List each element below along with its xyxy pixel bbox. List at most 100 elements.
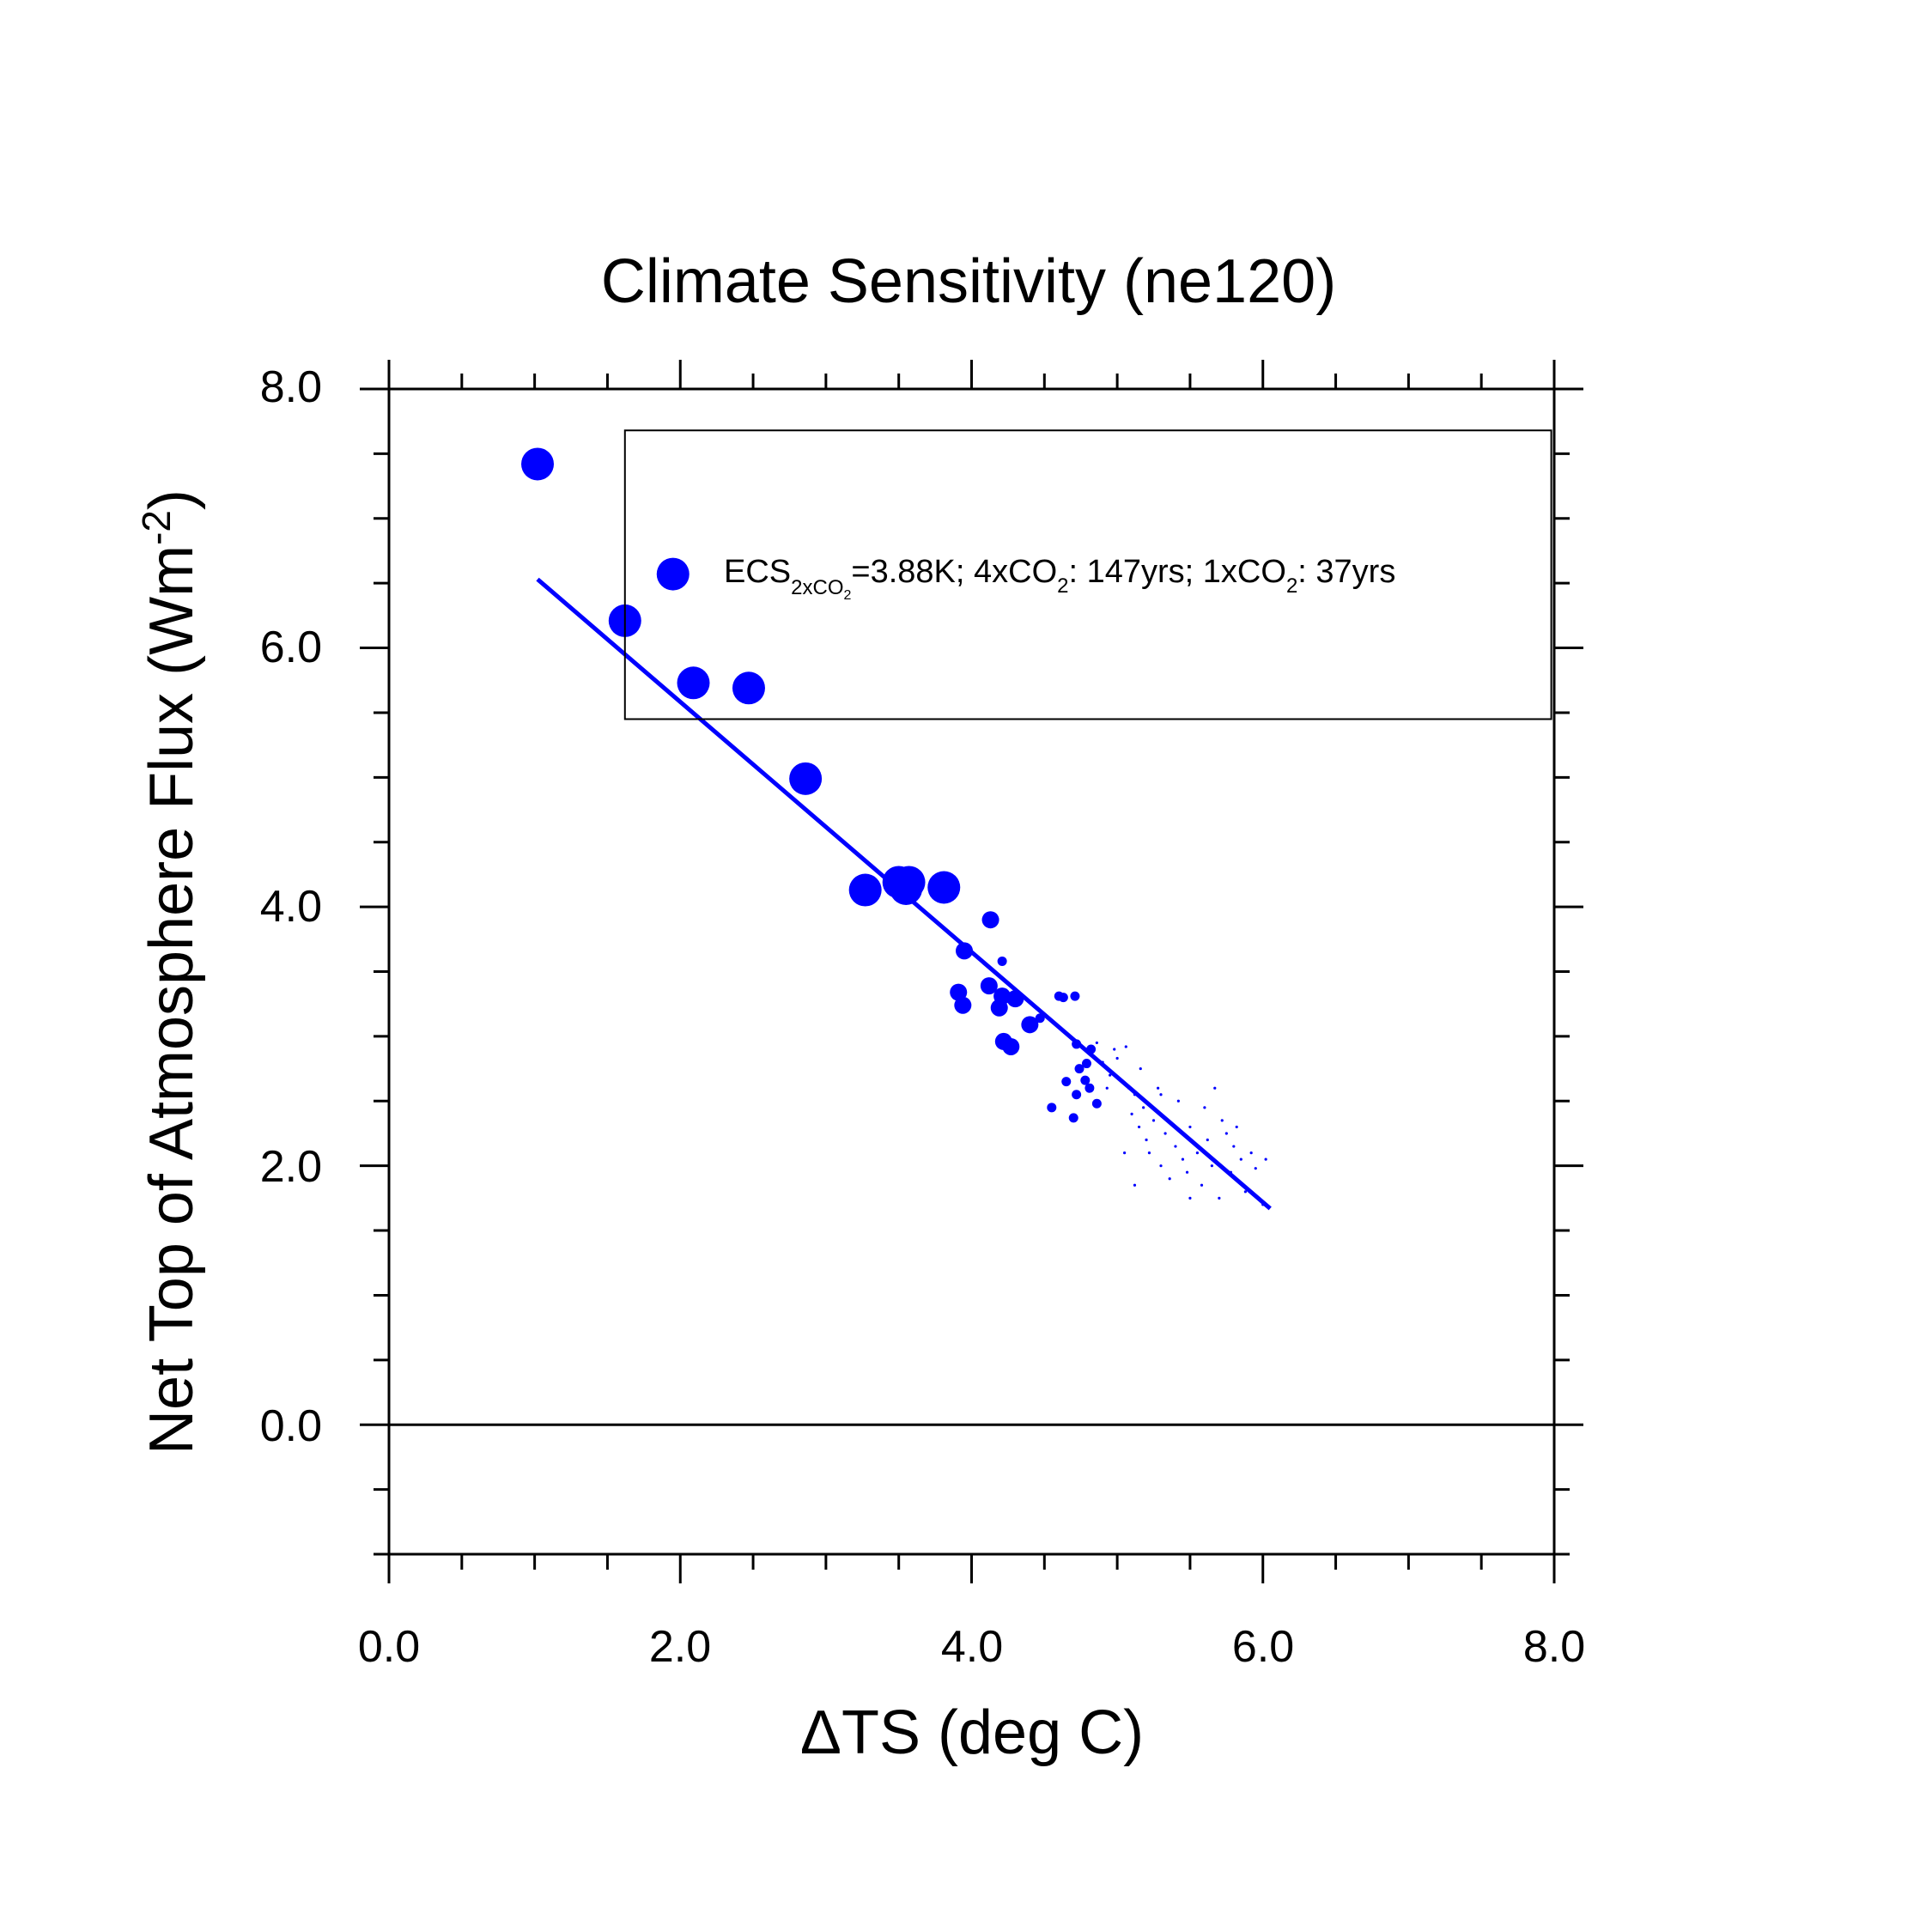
data-point-tiny	[1203, 1106, 1206, 1109]
data-point-small	[1072, 1039, 1082, 1049]
legend-marker	[656, 557, 690, 591]
legend-ecs: ECS	[724, 554, 791, 590]
data-point-tiny	[1133, 1093, 1137, 1097]
data-point-tiny	[1181, 1157, 1185, 1161]
data-point-tiny	[1159, 1093, 1163, 1097]
data-point-small	[1058, 993, 1068, 1003]
y-tick-label-8: 8.0	[260, 362, 322, 412]
data-point-tiny	[1139, 1066, 1142, 1071]
y-axis-title-text: Net Top of Atmosphere Flux (Wm	[137, 545, 206, 1455]
y-tick-label-0: 0.0	[260, 1401, 322, 1451]
data-point-tiny	[1145, 1138, 1148, 1142]
data-point-large	[890, 872, 923, 906]
data-point-tiny	[1133, 1183, 1137, 1187]
data-point-tiny	[1264, 1157, 1267, 1161]
legend-sub-2c: 2	[1286, 574, 1297, 598]
data-point-tiny	[1218, 1196, 1221, 1200]
data-point-tiny	[1224, 1132, 1228, 1135]
x-tick-label-6: 6.0	[1232, 1622, 1294, 1672]
data-point-small	[997, 956, 1007, 966]
legend-text: ECS2xCO2=3.88K; 4xCO2: 147yrs; 1xCO2: 37…	[724, 554, 1395, 603]
data-point-tiny	[1120, 1080, 1123, 1084]
data-point-tiny	[1210, 1164, 1213, 1168]
data-point-tiny	[1168, 1177, 1171, 1181]
data-point-medium	[1021, 1016, 1039, 1034]
data-point-large	[848, 873, 882, 907]
data-point-tiny	[1124, 1045, 1127, 1048]
data-point-tiny	[1220, 1119, 1224, 1122]
data-point-small	[1047, 1103, 1057, 1113]
data-point-large	[927, 871, 961, 904]
data-point-tiny	[1188, 1196, 1192, 1200]
data-point-tiny	[1130, 1112, 1133, 1115]
legend-ecs-value: =3.88K; 4xCO	[851, 554, 1057, 590]
legend-box	[623, 429, 1552, 720]
data-point-small	[1068, 1113, 1078, 1123]
data-point-tiny	[1229, 1170, 1233, 1174]
plot-area	[521, 447, 1272, 1211]
delta-symbol: Δ	[800, 1698, 841, 1767]
x-tick-label-4: 4.0	[941, 1622, 1003, 1672]
data-point-tiny	[1185, 1170, 1189, 1174]
y-tick-label-2: 2.0	[260, 1142, 322, 1192]
data-point-tiny	[1163, 1132, 1167, 1135]
data-point-tiny	[1109, 1073, 1112, 1077]
legend-4xco2-years: : 147yrs; 1xCO	[1069, 554, 1286, 590]
data-point-tiny	[1195, 1151, 1200, 1155]
legend-1xco2-years: : 37yrs	[1297, 554, 1395, 590]
data-point-tiny	[1239, 1157, 1242, 1161]
y-axis-title-close: )	[137, 489, 206, 510]
data-point-small	[1061, 1077, 1072, 1087]
data-point-large	[677, 666, 710, 700]
data-point-tiny	[1206, 1138, 1209, 1142]
data-point-medium	[956, 942, 974, 960]
data-point-tiny	[1105, 1086, 1109, 1090]
x-tick-label-8: 8.0	[1523, 1622, 1585, 1672]
data-point-small	[1082, 1059, 1092, 1069]
x-tick-label-2: 2.0	[649, 1622, 711, 1672]
data-point-tiny	[1249, 1151, 1253, 1155]
data-point-small	[1080, 1075, 1091, 1085]
data-point-large	[521, 447, 555, 481]
legend-sub-2b: 2	[1057, 574, 1068, 598]
data-point-small	[1070, 991, 1080, 1001]
data-point-tiny	[1123, 1151, 1127, 1155]
data-point-tiny	[1232, 1145, 1236, 1148]
data-point-tiny	[1200, 1183, 1204, 1187]
x-axis-title: ΔTS (deg C)	[800, 1698, 1144, 1767]
data-point-tiny	[1261, 1203, 1265, 1206]
data-point-tiny	[1176, 1099, 1180, 1103]
data-point-medium	[1006, 990, 1024, 1008]
data-point-tiny	[1159, 1164, 1163, 1168]
data-point-tiny	[1188, 1125, 1192, 1129]
data-point-medium	[950, 983, 968, 1001]
data-point-small	[1035, 1013, 1045, 1024]
data-point-small	[1091, 1098, 1102, 1109]
data-point-medium	[980, 977, 998, 995]
data-point-tiny	[1115, 1056, 1119, 1060]
x-tick-label-0: 0.0	[358, 1622, 420, 1672]
data-point-tiny	[1095, 1041, 1098, 1045]
data-point-tiny	[1101, 1060, 1104, 1064]
x-axis-title-text: TS (deg C)	[841, 1698, 1144, 1767]
data-point-medium	[990, 999, 1008, 1017]
data-point-medium	[981, 911, 999, 929]
data-point-small	[1086, 1044, 1097, 1054]
data-point-tiny	[1157, 1086, 1160, 1090]
legend-sub-2xco: 2xCO	[791, 576, 843, 599]
y-axis-title: Net Top of Atmosphere Flux (Wm-2)	[134, 489, 206, 1455]
y-axis-title-sup: -2	[134, 510, 179, 545]
data-point-tiny	[1243, 1190, 1247, 1194]
data-point-tiny	[1254, 1167, 1257, 1170]
data-point-large	[732, 671, 765, 705]
axes-frame	[360, 360, 1583, 1583]
data-point-tiny	[1127, 1086, 1131, 1090]
data-point-tiny	[1113, 1048, 1116, 1051]
data-point-tiny	[1174, 1145, 1177, 1148]
data-point-tiny	[1151, 1119, 1156, 1122]
data-point-tiny	[1142, 1106, 1145, 1109]
y-tick-label-6: 6.0	[260, 623, 322, 672]
data-point-tiny	[1147, 1151, 1151, 1155]
data-point-medium	[954, 996, 972, 1014]
